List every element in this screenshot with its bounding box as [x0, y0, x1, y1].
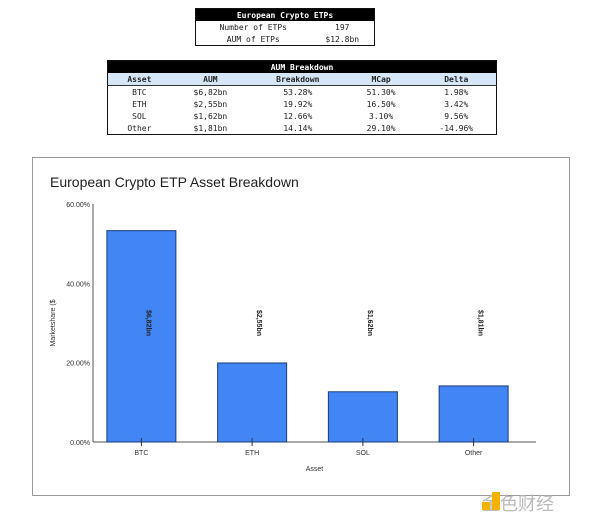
x-tick-label: Other — [465, 450, 483, 457]
table-cell: BTC — [132, 87, 147, 97]
bar-sol — [327, 391, 398, 443]
table-cell: 9.56% — [444, 111, 469, 121]
y-tick-label: 0.00% — [70, 440, 90, 447]
x-tick-label: SOL — [356, 450, 370, 457]
table-cell: 3.42% — [444, 99, 469, 109]
table-row: ETH $2,55bn 19.92% 16.50% 3.42% — [108, 98, 497, 110]
table-cell: SOL — [132, 111, 147, 121]
bar-btc — [106, 230, 177, 443]
data-label: $2,55bn — [255, 310, 262, 336]
table-cell: $2,55bn — [193, 99, 228, 109]
summary-table: European Crypto ETPs Number of ETPs 197 A… — [195, 8, 375, 46]
table-cell: ETH — [132, 99, 147, 109]
table-cell: 3.10% — [369, 111, 394, 121]
table-cell: 29.10% — [366, 123, 396, 133]
x-axis-label: Asset — [306, 466, 324, 473]
watermark-logo-icon — [482, 492, 500, 510]
data-label: $6,82bn — [144, 310, 151, 336]
aum-title: AUM Breakdown — [107, 60, 497, 73]
table-cell: 51.30% — [366, 87, 396, 97]
y-tick-label: 20.00% — [66, 361, 90, 368]
aum-table: AUM Breakdown Asset AUM Breakdown MCap Delta… — [107, 60, 497, 135]
bar-chart: European Crypto ETP Asset Breakdown 0.00%… — [50, 174, 536, 473]
column-header: MCap — [345, 73, 417, 86]
y-axis-label: Marketshare ($ — [50, 299, 57, 346]
table-row: BTC $6,82bn 53.28% 51.30% 1.98% — [108, 86, 497, 99]
bar-eth — [217, 362, 288, 443]
table-row: AUM of ETPs $12.8bn — [196, 33, 375, 46]
table-cell: Other — [127, 123, 152, 133]
data-label: $1,81bn — [477, 310, 484, 336]
x-tick-label: ETH — [245, 450, 259, 457]
table-cell: 1.98% — [444, 87, 469, 97]
table-cell: 14.14% — [283, 123, 313, 133]
chart-container: European Crypto ETP Asset Breakdown 0.00%… — [32, 157, 570, 496]
y-tick-label: 60.00% — [66, 202, 90, 209]
column-header: Breakdown — [249, 73, 346, 86]
column-header: Delta — [416, 73, 497, 86]
table-cell: $1,62bn — [193, 111, 228, 121]
x-tick-label: BTC — [134, 450, 148, 457]
chart-title: European Crypto ETP Asset Breakdown — [50, 174, 299, 190]
row-label: Number of ETPs — [219, 22, 287, 32]
row-value: $12.8bn — [325, 34, 360, 44]
table-cell: 53.28% — [283, 87, 313, 97]
table-cell: 12.66% — [283, 111, 313, 121]
data-label: $1,62bn — [366, 310, 373, 336]
table-row: Number of ETPs 197 — [196, 21, 375, 33]
table-cell: $6,82bn — [193, 87, 228, 97]
column-header: Asset — [107, 73, 171, 86]
table-row: Other $1,81bn 14.14% 29.10% -14.96% — [108, 122, 497, 135]
bar-other — [438, 385, 509, 443]
table-cell: -14.96% — [439, 123, 474, 133]
column-header: AUM — [170, 73, 250, 86]
row-label: AUM of ETPs — [226, 34, 280, 44]
watermark: 金色财经 — [482, 490, 554, 516]
table-cell: 19.92% — [283, 99, 313, 109]
y-tick-label: 40.00% — [66, 281, 90, 288]
summary-title: European Crypto ETPs — [195, 8, 375, 21]
table-cell: $1,81bn — [193, 123, 228, 133]
row-value: 197 — [335, 22, 350, 32]
table-cell: 16.50% — [366, 99, 396, 109]
table-row: SOL $1,62bn 12.66% 3.10% 9.56% — [108, 110, 497, 122]
